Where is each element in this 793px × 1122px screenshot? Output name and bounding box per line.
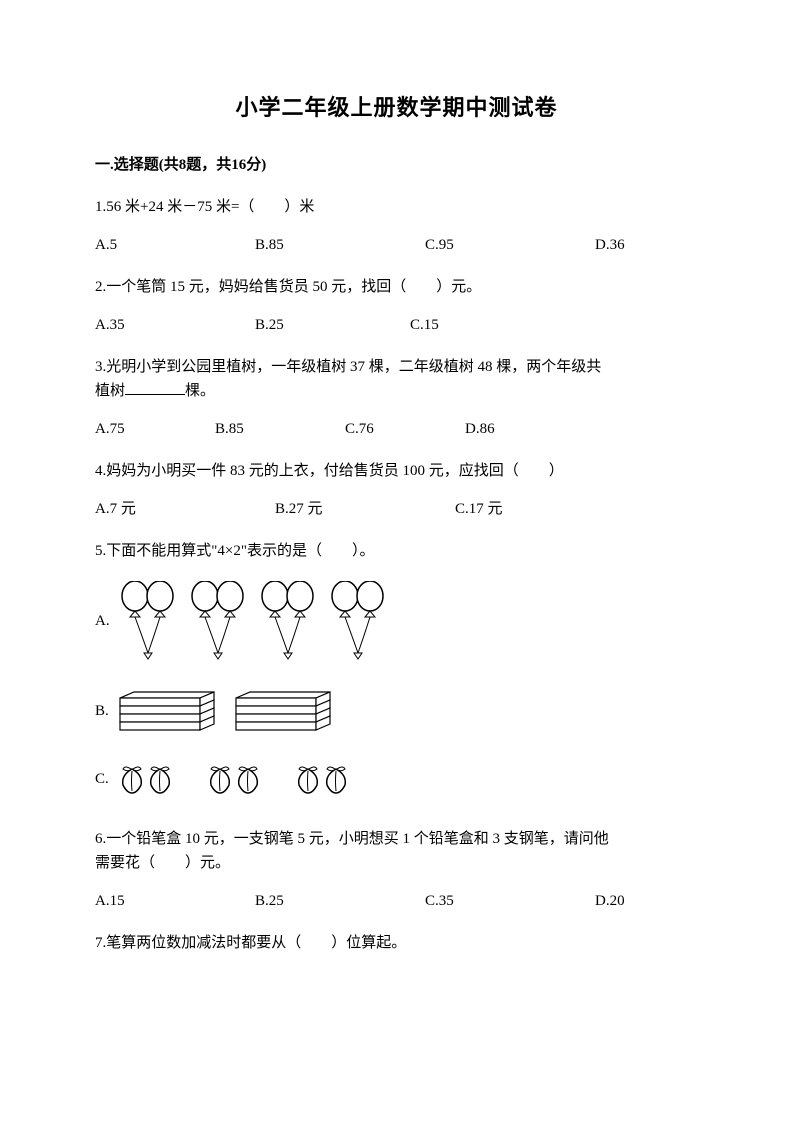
options-row: A.5 B.85 C.95 D.36: [95, 233, 698, 257]
question-1: 1.56 米+24 米－75 米=（ ）米 A.5 B.85 C.95 D.36: [95, 195, 698, 257]
question-text: 2.一个笔筒 15 元，妈妈给售货员 50 元，找回（ ）元。: [95, 275, 698, 299]
q3-part2: 植树: [95, 383, 125, 399]
q6-part1: 6.一个铅笔盒 10 元，一支钢笔 5 元，小明想买 1 个铅笔盒和 3 支钢笔…: [95, 831, 609, 847]
q6-part2: 需要花（ ）元。: [95, 855, 230, 871]
question-text: 4.妈妈为小明买一件 83 元的上衣，付给售货员 100 元，应找回（ ）: [95, 459, 698, 483]
question-3: 3.光明小学到公园里植树，一年级植树 37 棵，二年级植树 48 棵，两个年级共…: [95, 355, 698, 441]
peach-pair-icon: [207, 761, 267, 797]
question-text: 1.56 米+24 米－75 米=（ ）米: [95, 195, 698, 219]
option-b: B.25: [255, 889, 425, 913]
q3-part1: 3.光明小学到公园里植树，一年级植树 37 棵，二年级植树 48 棵，两个年级共: [95, 359, 601, 375]
option-label: B.: [95, 699, 109, 723]
option-b: B.27 元: [275, 497, 455, 521]
question-text: 3.光明小学到公园里植树，一年级植树 37 棵，二年级植树 48 棵，两个年级共…: [95, 355, 698, 403]
option-label: C.: [95, 767, 109, 791]
balloon-pair-icon: [190, 581, 246, 661]
question-4: 4.妈妈为小明买一件 83 元的上衣，付给售货员 100 元，应找回（ ） A.…: [95, 459, 698, 521]
book-stack-icon: [119, 691, 215, 731]
question-text: 6.一个铅笔盒 10 元，一支钢笔 5 元，小明想买 1 个铅笔盒和 3 支钢笔…: [95, 827, 698, 875]
book-group: [119, 691, 331, 731]
balloon-pair-icon: [330, 581, 386, 661]
option-a: A.75: [95, 417, 215, 441]
option-b: B.85: [255, 233, 425, 257]
options-row: A.15 B.25 C.35 D.20: [95, 889, 698, 913]
balloon-pair-icon: [260, 581, 316, 661]
peach-pair-icon: [295, 761, 355, 797]
option-c: C.15: [410, 313, 698, 337]
options-row: A.75 B.85 C.76 D.86: [95, 417, 698, 441]
q5-option-b: B.: [95, 691, 698, 731]
q5-option-a: A.: [95, 581, 698, 661]
question-2: 2.一个笔筒 15 元，妈妈给售货员 50 元，找回（ ）元。 A.35 B.2…: [95, 275, 698, 337]
fill-blank: [125, 380, 185, 395]
section-header: 一.选择题(共8题，共16分): [95, 153, 698, 177]
question-5: 5.下面不能用算式"4×2"表示的是（ ）。: [95, 539, 698, 563]
q3-part3: 棵。: [185, 383, 215, 399]
options-row: A.7 元 B.27 元 C.17 元: [95, 497, 698, 521]
option-d: D.86: [465, 417, 698, 441]
option-d: D.36: [595, 233, 698, 257]
option-c: C.17 元: [455, 497, 698, 521]
option-b: B.85: [215, 417, 345, 441]
option-c: C.95: [425, 233, 595, 257]
peach-pair-icon: [119, 761, 179, 797]
peach-group: [119, 761, 355, 797]
balloon-pair-icon: [120, 581, 176, 661]
balloon-group: [120, 581, 386, 661]
question-text: 5.下面不能用算式"4×2"表示的是（ ）。: [95, 539, 698, 563]
option-a: A.7 元: [95, 497, 275, 521]
options-row: A.35 B.25 C.15: [95, 313, 698, 337]
question-text: 7.笔算两位数加减法时都要从（ ）位算起。: [95, 931, 698, 955]
option-a: A.5: [95, 233, 255, 257]
question-6: 6.一个铅笔盒 10 元，一支钢笔 5 元，小明想买 1 个铅笔盒和 3 支钢笔…: [95, 827, 698, 913]
option-d: D.20: [595, 889, 698, 913]
option-c: C.76: [345, 417, 465, 441]
option-a: A.35: [95, 313, 255, 337]
option-b: B.25: [255, 313, 410, 337]
exam-title: 小学二年级上册数学期中测试卷: [95, 90, 698, 125]
option-c: C.35: [425, 889, 595, 913]
book-stack-icon: [235, 691, 331, 731]
option-a: A.15: [95, 889, 255, 913]
question-7: 7.笔算两位数加减法时都要从（ ）位算起。: [95, 931, 698, 955]
option-label: A.: [95, 609, 110, 633]
q5-option-c: C.: [95, 761, 698, 797]
